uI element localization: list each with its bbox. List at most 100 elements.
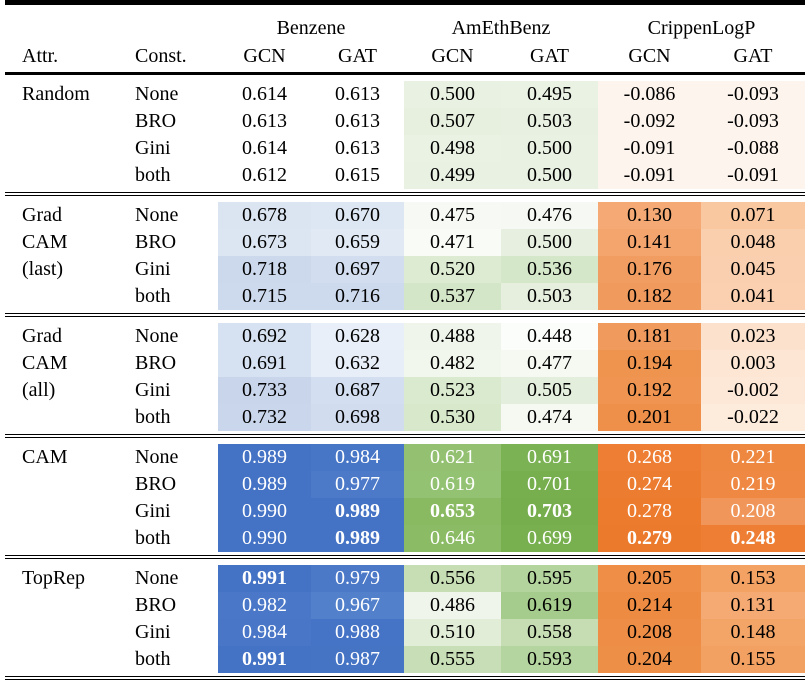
value-cell: 0.619 [501,592,598,619]
value-cell: 0.153 [701,565,805,592]
const-label: BRO [135,352,177,374]
const-label: None [135,567,179,589]
value-cell: 0.482 [404,350,501,377]
value-cell: 0.982 [218,592,311,619]
const-label: BRO [135,110,177,132]
value-cell: 0.984 [218,619,311,646]
value-cell: 0.536 [501,256,598,283]
table-row: Gini 0.614 0.613 0.498 0.500 -0.091 -0.088 [5,135,805,162]
attr-label [5,592,135,619]
value-cell: 0.698 [311,404,404,431]
value-cell: 0.498 [404,135,501,162]
value-cell: 0.990 [218,498,311,525]
value-cell: 0.475 [404,202,501,229]
value-cell: 0.678 [218,202,311,229]
attr-label: Grad [22,325,62,347]
value-cell: 0.500 [501,229,598,256]
value-cell: 0.716 [311,283,404,310]
const-label: both [135,285,171,307]
value-cell: 0.520 [404,256,501,283]
value-cell: 0.500 [404,81,501,108]
value-cell: 0.613 [218,108,311,135]
model-column-header-gat: GAT [530,45,569,67]
value-cell: 0.208 [598,619,701,646]
value-cell: 0.500 [501,162,598,189]
value-cell: 0.248 [701,525,805,552]
const-label: None [135,446,179,468]
value-cell: 0.613 [311,135,404,162]
attr-label [5,162,135,189]
table-row: Random None 0.614 0.613 0.500 0.495 -0.086 -0.0… [5,81,805,108]
header-spacer-attr [5,14,135,42]
value-cell: 0.556 [404,565,501,592]
value-cell: 0.619 [404,471,501,498]
value-cell: 0.691 [218,350,311,377]
attr-label [5,646,135,673]
attr-label: (all) [22,379,56,401]
value-cell: 0.703 [501,498,598,525]
value-cell: 0.181 [598,323,701,350]
model-column-header-gat: GAT [733,45,773,67]
value-cell: 0.003 [701,350,805,377]
table-row: both 0.990 0.989 0.646 0.699 0.279 0.248 [5,525,805,552]
value-cell: 0.621 [404,444,501,471]
table-row: CAM BRO 0.691 0.632 0.482 0.477 0.194 0.003 [5,350,805,377]
header-spacer-const [135,14,218,42]
value-cell: 0.615 [311,162,404,189]
table-group: Random None 0.614 0.613 0.500 0.495 -0.086 -0.0… [5,75,805,192]
const-label: BRO [135,231,177,253]
value-cell: 0.205 [598,565,701,592]
model-column-header-gcn: GCN [431,45,474,67]
attr-column-header: Attr. [22,45,59,67]
value-cell: 0.500 [501,135,598,162]
attr-label [5,525,135,552]
value-cell: 0.141 [598,229,701,256]
value-cell: 0.653 [404,498,501,525]
value-cell: -0.091 [598,135,701,162]
value-cell: 0.989 [311,525,404,552]
model-column-header-gat: GAT [338,45,377,67]
value-cell: 0.628 [311,323,404,350]
value-cell: 0.701 [501,471,598,498]
value-cell: -0.022 [701,404,805,431]
value-cell: 0.991 [218,646,311,673]
value-cell: 0.699 [501,525,598,552]
table-row: CAM BRO 0.673 0.659 0.471 0.500 0.141 0.048 [5,229,805,256]
value-cell: 0.495 [501,81,598,108]
value-cell: 0.613 [311,108,404,135]
table-row: (last) Gini 0.718 0.697 0.520 0.536 0.176 0.045 [5,256,805,283]
value-cell: 0.182 [598,283,701,310]
value-cell: 0.048 [701,229,805,256]
value-cell: 0.041 [701,283,805,310]
attr-label: CAM [22,446,68,468]
value-cell: -0.086 [598,81,701,108]
value-cell: 0.499 [404,162,501,189]
value-cell: 0.593 [501,646,598,673]
value-cell: 0.201 [598,404,701,431]
value-cell: 0.155 [701,646,805,673]
table-row: Grad None 0.678 0.670 0.475 0.476 0.130 0.071 [5,202,805,229]
value-cell: 0.503 [501,283,598,310]
value-cell: 0.632 [311,350,404,377]
value-cell: 0.471 [404,229,501,256]
table-row: Gini 0.990 0.989 0.653 0.703 0.278 0.208 [5,498,805,525]
attr-label: Random [22,83,90,105]
attr-label: CAM [22,352,68,374]
value-cell: -0.091 [701,162,805,189]
value-cell: 0.670 [311,202,404,229]
value-cell: 0.733 [218,377,311,404]
value-cell: 0.979 [311,565,404,592]
value-cell: 0.523 [404,377,501,404]
value-cell: -0.092 [598,108,701,135]
const-label: Gini [135,258,171,280]
table-row: both 0.991 0.987 0.555 0.593 0.204 0.155 [5,646,805,673]
table-row: BRO 0.982 0.967 0.486 0.619 0.214 0.131 [5,592,805,619]
value-cell: 0.692 [218,323,311,350]
value-cell: 0.558 [501,619,598,646]
value-cell: 0.687 [311,377,404,404]
value-cell: 0.476 [501,202,598,229]
value-cell: 0.697 [311,256,404,283]
value-cell: -0.088 [701,135,805,162]
attr-label: Grad [22,204,62,226]
dataset-header-crippenlogp: CrippenLogP [647,17,756,39]
